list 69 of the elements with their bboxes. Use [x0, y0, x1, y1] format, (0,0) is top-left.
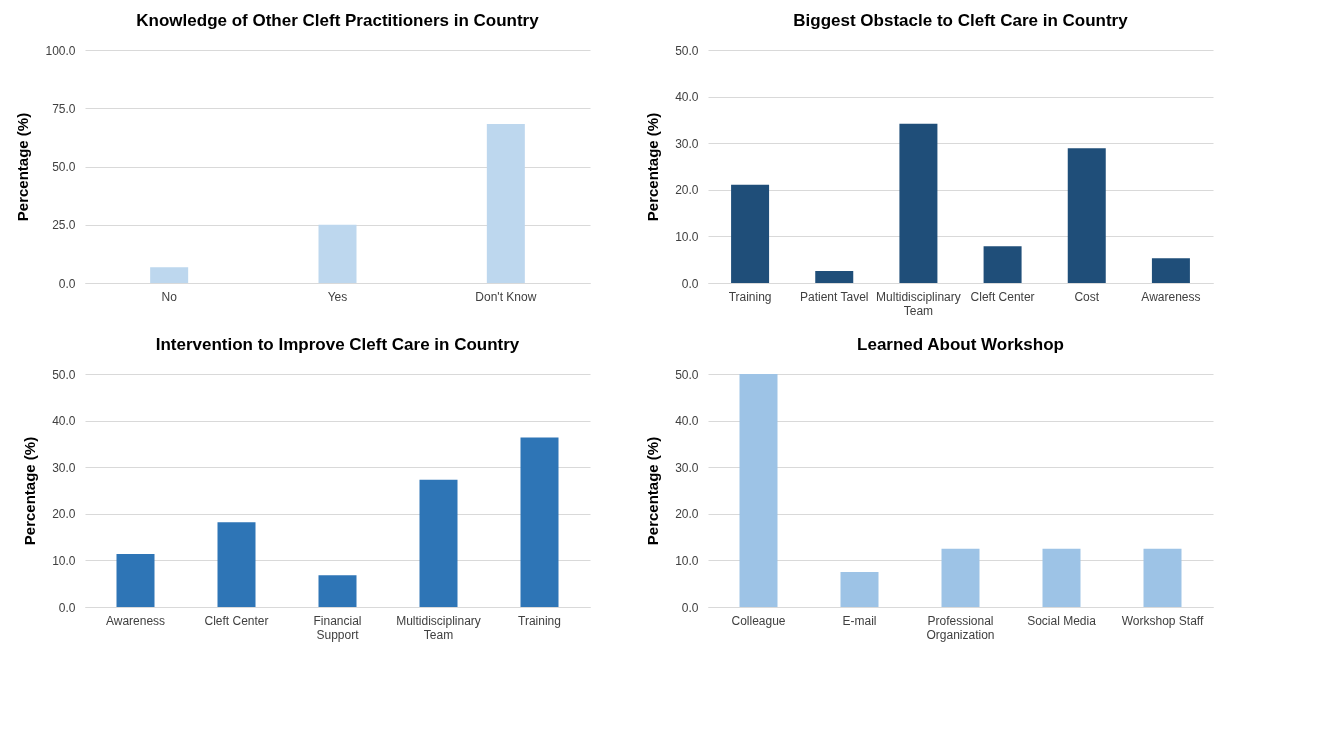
- x-tick-label: Training: [518, 613, 561, 628]
- y-tick-label: 50.0: [675, 367, 699, 382]
- y-tick-label: 0.0: [681, 600, 699, 615]
- y-tick-label: 20.0: [675, 507, 699, 522]
- y-tick-label: 30.0: [52, 460, 76, 475]
- x-tick-label: Cleft Center: [970, 289, 1035, 304]
- bar: [520, 437, 559, 607]
- y-tick-label: 40.0: [675, 90, 699, 105]
- x-tick-label: Multidisciplinary Team: [876, 289, 961, 318]
- chart-title: Knowledge of Other Cleft Practitioners in Country: [136, 11, 540, 30]
- x-tick-label: Patient Tavel: [800, 289, 869, 304]
- y-tick-label: 20.0: [675, 183, 699, 198]
- y-tick-label: 20.0: [52, 507, 76, 522]
- x-tick-label: Awareness: [1141, 289, 1201, 304]
- y-tick-label: 0.0: [58, 276, 76, 291]
- y-tick-label: 25.0: [52, 218, 76, 233]
- x-tick-label: Awareness: [105, 613, 166, 628]
- y-axis-title: Percentage (%): [21, 436, 39, 546]
- y-tick-label: 0.0: [681, 276, 699, 291]
- bar: [731, 184, 770, 283]
- bar: [419, 479, 458, 607]
- bar: [899, 123, 938, 283]
- bar: [150, 267, 189, 283]
- bar: [1067, 148, 1106, 283]
- x-tick-label: Cost: [1074, 289, 1100, 304]
- y-tick-label: 30.0: [675, 460, 699, 475]
- x-tick-label: Yes: [327, 289, 348, 304]
- bar: [318, 224, 357, 283]
- x-tick-label: Multidisciplinary Team: [396, 613, 481, 642]
- x-tick-label: Don't Know: [475, 289, 537, 304]
- y-tick-label: 40.0: [675, 414, 699, 429]
- x-tick-label: Social Media: [1027, 613, 1097, 628]
- bar: [983, 246, 1022, 283]
- bar: [840, 572, 879, 607]
- x-tick-label: Financial Support: [313, 613, 362, 642]
- bar: [739, 374, 778, 607]
- y-axis-title: Percentage (%): [644, 436, 662, 546]
- x-tick-label: Workshop Staff: [1121, 613, 1204, 628]
- chart-title: Intervention to Improve Cleft Care in Country: [155, 335, 520, 354]
- chart-title: Biggest Obstacle to Cleft Care in Country: [793, 11, 1129, 30]
- x-tick-label: Cleft Center: [204, 613, 269, 628]
- y-tick-label: 75.0: [52, 101, 76, 116]
- y-tick-label: 0.0: [58, 600, 76, 615]
- y-tick-label: 30.0: [675, 136, 699, 151]
- bar: [1151, 258, 1190, 283]
- y-tick-label: 50.0: [52, 367, 76, 382]
- x-tick-label: No: [161, 289, 178, 304]
- y-tick-label: 50.0: [675, 43, 699, 58]
- y-axis-title: Percentage (%): [644, 112, 662, 222]
- bar: [318, 575, 357, 607]
- x-tick-label: Colleague: [731, 613, 786, 628]
- y-tick-label: 10.0: [675, 553, 699, 568]
- bar: [1042, 548, 1081, 607]
- x-tick-label: Training: [728, 289, 772, 304]
- x-tick-label: E-mail: [842, 613, 877, 628]
- y-axis-title: Percentage (%): [14, 112, 32, 222]
- bar: [116, 553, 155, 607]
- x-tick-label: Professional Organization: [926, 613, 995, 642]
- chart-title: Learned About Workshop: [857, 335, 1064, 354]
- bar: [941, 548, 980, 607]
- y-tick-label: 10.0: [52, 553, 76, 568]
- bar: [815, 270, 854, 283]
- y-tick-label: 40.0: [52, 414, 76, 429]
- y-tick-label: 50.0: [52, 160, 76, 174]
- y-tick-label: 100.0: [45, 43, 76, 58]
- bar: [486, 124, 525, 283]
- bar: [1143, 548, 1182, 607]
- bar: [217, 522, 256, 607]
- y-tick-label: 10.0: [675, 229, 699, 244]
